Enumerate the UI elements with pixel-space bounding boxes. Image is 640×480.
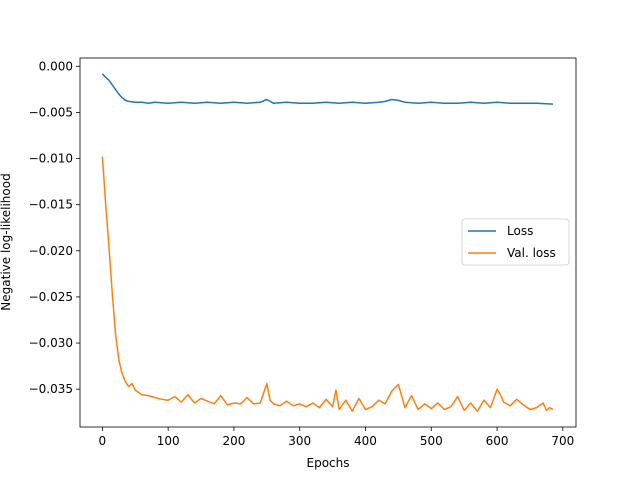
y-tick-label: −0.035 <box>29 382 73 396</box>
x-tick-label: 500 <box>420 434 443 448</box>
x-tick-label: 700 <box>551 434 574 448</box>
y-tick-label: −0.020 <box>29 244 73 258</box>
y-axis-label: Negative log-likelihood <box>0 173 13 310</box>
x-tick-label: 0 <box>99 434 107 448</box>
x-tick-label: 200 <box>222 434 245 448</box>
x-tick-label: 100 <box>157 434 180 448</box>
legend: Loss Val. loss <box>461 218 570 266</box>
x-tick-label: 400 <box>354 434 377 448</box>
y-tick-label: −0.005 <box>29 105 73 119</box>
legend-label-val-loss: Val. loss <box>507 246 556 260</box>
y-axis: 0.000 −0.005 −0.010 −0.015 −0.020 −0.025 −0.03… <box>29 59 80 396</box>
x-tick-label: 300 <box>288 434 311 448</box>
y-tick-label: −0.025 <box>29 290 73 304</box>
y-tick-label: −0.030 <box>29 336 73 350</box>
y-tick-label: −0.010 <box>29 152 73 166</box>
x-tick-label: 600 <box>486 434 509 448</box>
x-axis-label: Epochs <box>307 456 350 470</box>
series-line-0 <box>101 73 554 105</box>
x-axis: 0 100 200 300 400 500 600 700 <box>99 427 574 448</box>
series-line-1 <box>101 156 554 413</box>
plot-frame <box>79 57 577 428</box>
series-layer <box>101 73 554 413</box>
legend-label-loss: Loss <box>507 224 533 238</box>
y-tick-label: 0.000 <box>39 59 73 73</box>
y-tick-label: −0.015 <box>29 198 73 212</box>
